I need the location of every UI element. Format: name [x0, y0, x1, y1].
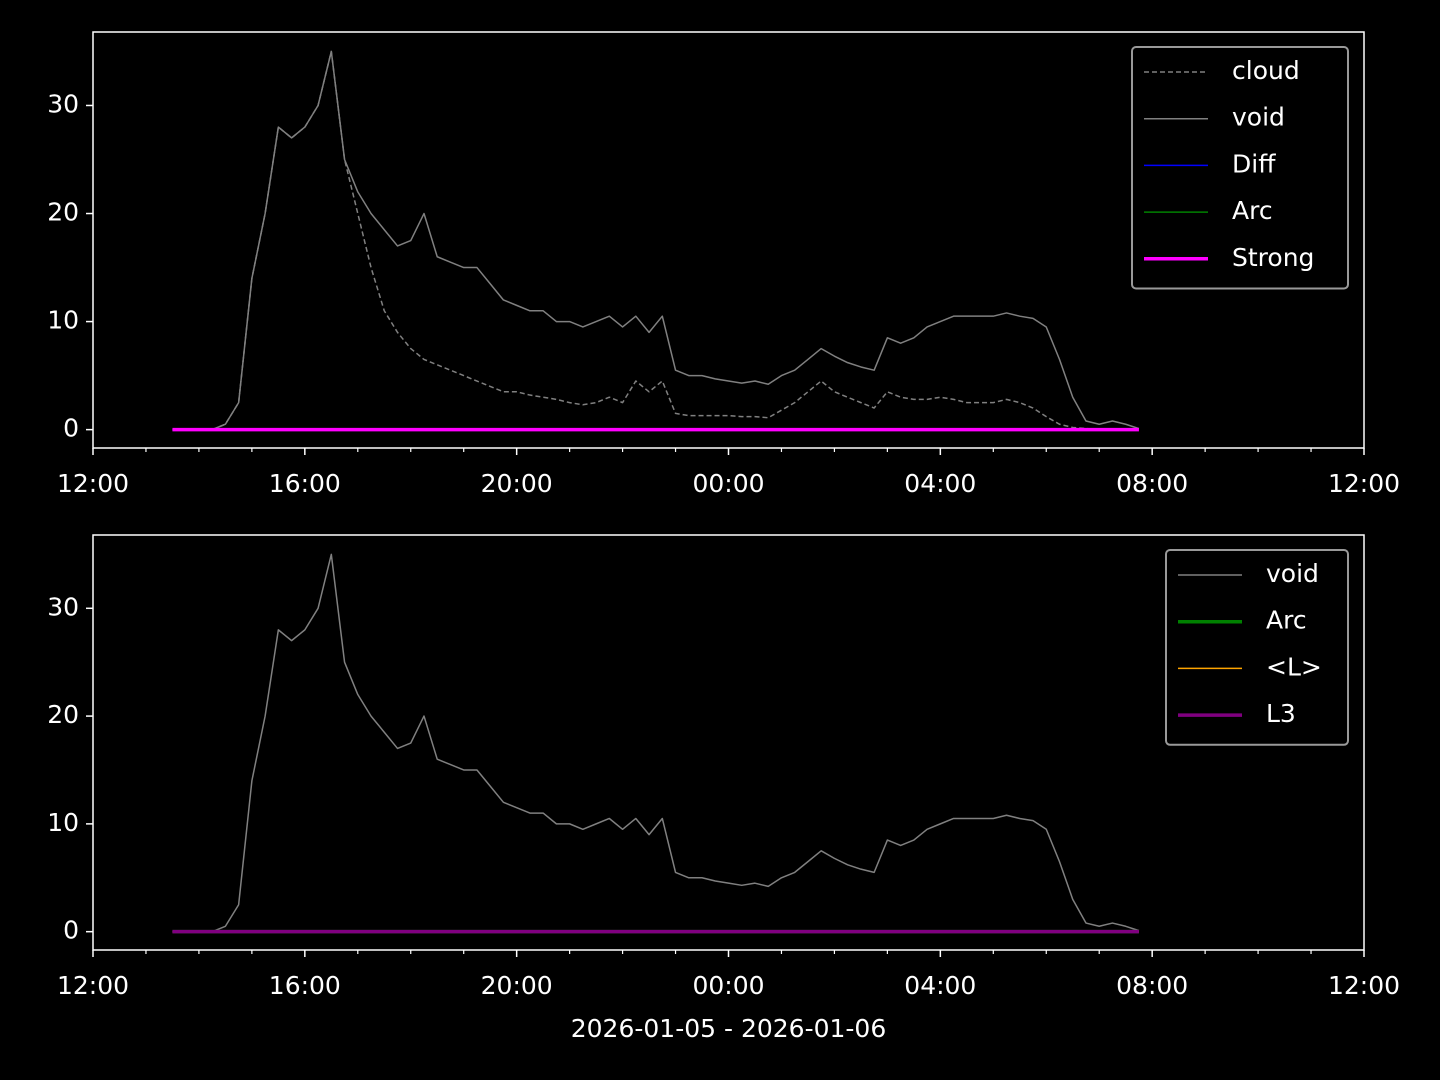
y-tick-label: 10: [47, 306, 79, 335]
x-tick-label: 20:00: [481, 469, 553, 498]
x-tick-label: 20:00: [481, 971, 553, 1000]
y-tick-label: 30: [47, 592, 79, 621]
y-tick-label: 30: [47, 89, 79, 118]
x-axis-label: 2026-01-05 - 2026-01-06: [571, 1014, 887, 1043]
x-tick-label: 04:00: [904, 469, 976, 498]
legend-label: void: [1266, 559, 1319, 588]
x-tick-label: 12:00: [1328, 971, 1400, 1000]
x-tick-label: 00:00: [692, 971, 764, 1000]
legend-box: [1165, 549, 1349, 746]
x-tick-label: 12:00: [57, 971, 129, 1000]
y-tick-label: 10: [47, 808, 79, 837]
y-tick-label: 20: [47, 700, 79, 729]
x-tick-label: 00:00: [692, 469, 764, 498]
legend-label: Arc: [1232, 196, 1273, 225]
y-tick-label: 0: [63, 916, 79, 945]
axes-frame: [92, 534, 1365, 951]
y-tick-label: 20: [47, 198, 79, 227]
x-tick-label: 08:00: [1116, 971, 1188, 1000]
axes-frame: [92, 31, 1365, 449]
x-tick-label: 12:00: [57, 469, 129, 498]
x-tick-label: 12:00: [1328, 469, 1400, 498]
x-tick-label: 08:00: [1116, 469, 1188, 498]
legend-label: void: [1232, 103, 1285, 132]
legend-label: Diff: [1232, 149, 1276, 178]
x-tick-label: 16:00: [269, 971, 341, 1000]
legend-box: [1131, 46, 1349, 290]
legend-label: <L>: [1266, 652, 1322, 681]
y-tick-label: 0: [63, 414, 79, 443]
legend-label: Strong: [1232, 243, 1314, 272]
x-tick-label: 16:00: [269, 469, 341, 498]
line-series: [172, 50, 1140, 431]
x-tick-label: 04:00: [904, 971, 976, 1000]
line-series: [172, 553, 1140, 933]
legend-label: cloud: [1232, 56, 1300, 85]
legend-label: Arc: [1266, 606, 1307, 635]
legend-label: L3: [1266, 699, 1296, 728]
